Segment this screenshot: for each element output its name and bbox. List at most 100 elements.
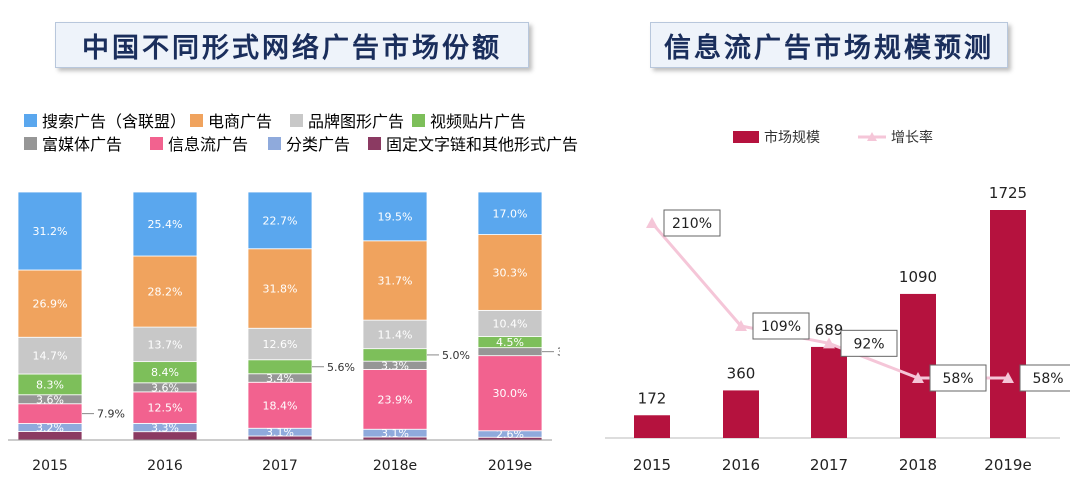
bar-value-label: 1090 xyxy=(899,268,937,286)
x-tick-label: 2015 xyxy=(633,456,671,474)
legend-swatch xyxy=(150,136,163,150)
rate-label: 92% xyxy=(853,336,884,352)
segment-label: 10.4% xyxy=(493,317,528,330)
segment-label: 3.1% xyxy=(381,427,409,440)
rate-label-box xyxy=(1019,364,1070,392)
callout-label: 7.9% xyxy=(97,408,125,421)
legend-label: 视频贴片广告 xyxy=(430,112,527,131)
legend-item: 固定文字链和其他形式广告 xyxy=(368,131,578,155)
legend-item-growth-rate: 增长率 xyxy=(858,127,933,147)
legend-label-growth-rate: 增长率 xyxy=(891,130,933,146)
rate-label-box xyxy=(752,312,810,340)
segment-label: 3.6% xyxy=(36,393,64,406)
segment-label: 31.8% xyxy=(263,283,298,296)
legend-label: 品牌图形广告 xyxy=(308,112,405,131)
bar xyxy=(723,390,759,438)
segment-label: 30.0% xyxy=(493,387,528,400)
legend-swatch xyxy=(412,113,425,127)
legend-label: 搜索广告（含联盟） xyxy=(42,112,187,131)
bar-segment xyxy=(247,191,313,250)
x-tick-label: 2016 xyxy=(147,458,183,474)
x-tick-label: 2019e xyxy=(488,458,532,474)
segment-label: 3.1% xyxy=(266,426,294,439)
segment-label: 26.9% xyxy=(33,298,68,311)
legend-item: 电商广告 xyxy=(190,108,272,132)
callout-label: 5.0% xyxy=(442,349,470,362)
legend-label: 分类广告 xyxy=(286,135,351,154)
legend-item: 富媒体广告 xyxy=(24,131,122,155)
legend-swatch-market-size xyxy=(733,131,759,143)
bar-segment xyxy=(477,355,543,432)
legend-swatch xyxy=(268,136,281,150)
legend-item: 品牌图形广告 xyxy=(290,108,404,132)
bar-value-label: 1725 xyxy=(989,184,1027,202)
legend-swatch xyxy=(190,113,203,127)
bar xyxy=(990,210,1026,438)
callout-label: 3.2% xyxy=(557,346,560,359)
segment-label: 4.5% xyxy=(496,336,524,349)
bar-segment xyxy=(17,269,83,338)
line-marker xyxy=(735,319,747,331)
bar-segment xyxy=(17,191,83,271)
bar-segment xyxy=(477,234,543,311)
segment-label: 11.4% xyxy=(378,328,413,341)
legend-label: 信息流广告 xyxy=(168,135,249,154)
x-tick-label: 2019e xyxy=(984,456,1031,474)
legend-item: 分类广告 xyxy=(268,131,350,155)
bar-segment xyxy=(17,403,83,424)
rate-label: 210% xyxy=(672,216,712,232)
bar-segment xyxy=(247,248,313,329)
legend-item: 信息流广告 xyxy=(150,131,248,155)
legend-swatch xyxy=(368,136,381,150)
legend-swatch-growth-rate xyxy=(858,132,886,141)
bar-segment xyxy=(477,309,543,337)
bar-segment xyxy=(247,381,313,429)
segment-label: 14.7% xyxy=(33,350,68,363)
legend-swatch xyxy=(290,113,303,127)
bar-value-label: 360 xyxy=(727,364,756,382)
bar-segment xyxy=(362,348,428,362)
segment-label: 12.5% xyxy=(148,402,183,415)
bar-value-label: 172 xyxy=(638,389,667,407)
legend-label: 固定文字链和其他形式广告 xyxy=(386,135,579,154)
legend-label: 电商广告 xyxy=(208,112,273,131)
market-size-chart: 172 2015 360 2016 689 2017 1090 2018 1725 2019e 21… xyxy=(605,184,1070,474)
segment-label: 17.0% xyxy=(493,207,528,220)
segment-label: 3.4% xyxy=(266,372,294,385)
right-chart-title: 信息流广告市场规模预测 xyxy=(650,22,1008,68)
segment-label: 31.2% xyxy=(33,225,68,238)
bar-segment xyxy=(362,240,428,321)
line-marker xyxy=(646,217,658,228)
x-tick-label: 2018e xyxy=(373,458,417,474)
segment-label: 3.6% xyxy=(151,381,179,394)
bar-segment xyxy=(132,191,198,257)
x-tick-label: 2016 xyxy=(722,456,760,474)
stacked-share-chart: 3.2% 3.6% 8.3% 14.7% 26.9% 31.2% 2015 3.3% 12.5%… xyxy=(8,191,560,474)
bar-segment xyxy=(477,191,543,235)
segment-label: 19.5% xyxy=(378,210,413,223)
segment-label: 12.6% xyxy=(263,338,298,351)
bar-segment xyxy=(132,326,198,363)
x-tick-label: 2015 xyxy=(32,458,68,474)
left-chart-title: 中国不同形式网络广告市场份额 xyxy=(55,22,529,68)
bar-segment xyxy=(362,191,428,242)
segment-label: 2.6% xyxy=(496,428,524,441)
rate-label: 58% xyxy=(942,371,973,387)
line-marker xyxy=(1002,372,1014,383)
segment-label: 3.2% xyxy=(36,422,64,435)
segment-label: 22.7% xyxy=(263,214,298,227)
segment-label: 3.3% xyxy=(151,422,179,435)
line-marker xyxy=(823,337,835,349)
legend-item-market-size: 市场规模 xyxy=(733,127,820,147)
rate-label-box xyxy=(929,364,987,392)
x-tick-label: 2017 xyxy=(810,456,848,474)
bar-segment xyxy=(132,391,198,424)
segment-label: 28.2% xyxy=(148,286,183,299)
callout-label: 5.6% xyxy=(327,361,355,374)
legend-label-market-size: 市场规模 xyxy=(764,130,820,146)
segment-label: 25.4% xyxy=(148,218,183,231)
bar-segment xyxy=(247,359,313,375)
segment-label: 31.7% xyxy=(378,274,413,287)
segment-label: 8.3% xyxy=(36,378,64,391)
segment-label: 30.3% xyxy=(493,266,528,279)
